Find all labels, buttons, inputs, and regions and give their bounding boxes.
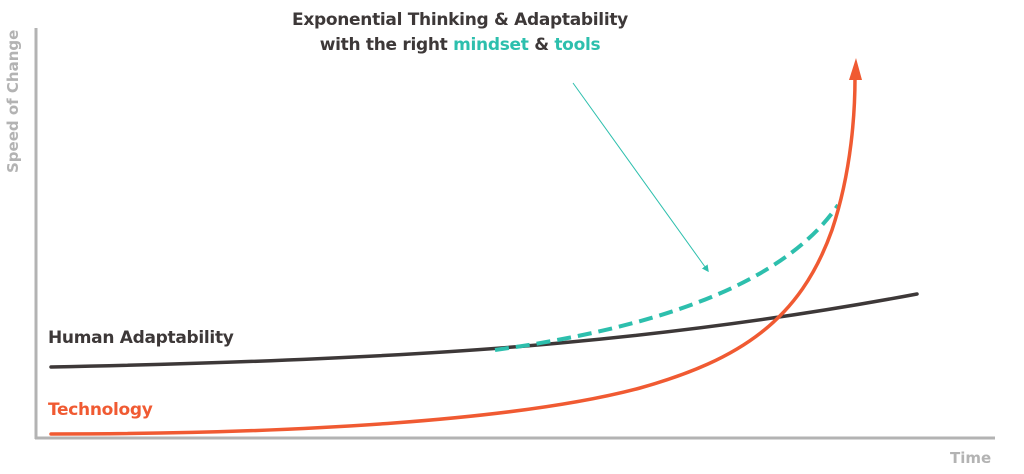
title-line-2-prefix: with the right	[319, 35, 454, 55]
title-mindset: mindset	[453, 35, 529, 55]
technology-label: Technology	[48, 400, 153, 420]
technology-line	[49, 76, 857, 436]
title-line-2: with the right mindset & tools	[270, 33, 650, 58]
exponential-thinking-dashed-line	[494, 203, 840, 352]
human-adaptability-label: Human Adaptability	[48, 328, 234, 348]
diagram-title: Exponential Thinking & Adaptability with…	[270, 8, 650, 58]
technology-arrowhead-icon	[849, 58, 862, 80]
title-tools: tools	[554, 35, 601, 55]
title-line-1: Exponential Thinking & Adaptability	[292, 10, 628, 30]
annotation-arrow	[572, 82, 709, 273]
title-line-2-mid: &	[528, 35, 555, 55]
x-axis-label: Time	[950, 449, 992, 467]
y-axis-label: Speed of Change	[4, 29, 22, 173]
